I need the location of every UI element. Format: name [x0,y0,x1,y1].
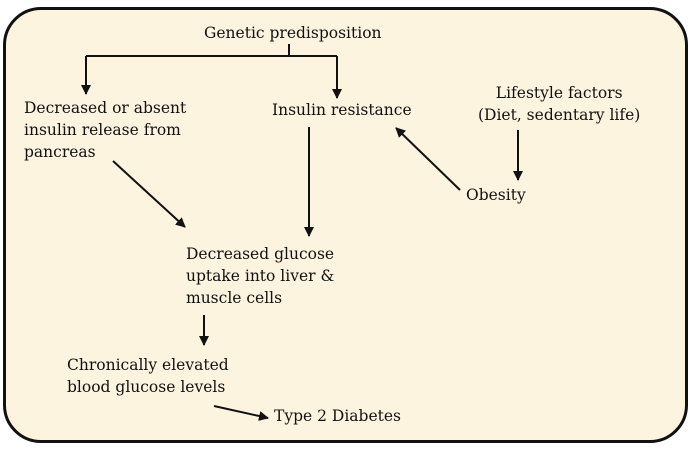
arrow-elevated-glucose-to-type2 [213,405,269,421]
arrow-decreased-insulin-to-uptake [112,160,186,228]
node-chronically-elevated-glucose: Chronically elevated blood glucose level… [67,356,229,396]
diagram-panel [3,7,688,443]
node-decreased-glucose-uptake: Decreased glucose uptake into liver & mu… [186,245,335,307]
node-decreased-insulin-release: Decreased or absent insulin release from… [24,99,187,161]
node-lifestyle-factors: Lifestyle factors (Diet, sedentary life) [478,84,641,124]
node-genetic-predisposition: Genetic predisposition [204,24,382,42]
node-obesity: Obesity [466,186,526,204]
node-insulin-resistance: Insulin resistance [272,101,412,119]
arrow-obesity-to-insulin-resistance [395,127,461,191]
node-type-2-diabetes: Type 2 Diabetes [274,407,401,425]
